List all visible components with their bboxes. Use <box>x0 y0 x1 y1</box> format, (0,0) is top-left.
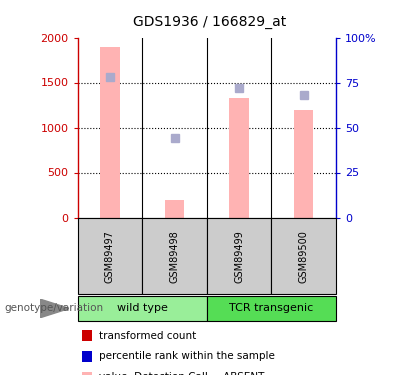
Text: GSM89499: GSM89499 <box>234 230 244 283</box>
Polygon shape <box>40 299 69 318</box>
Text: GDS1936 / 166829_at: GDS1936 / 166829_at <box>134 15 286 29</box>
Bar <box>294 110 313 218</box>
Bar <box>229 98 249 218</box>
Text: percentile rank within the sample: percentile rank within the sample <box>99 351 275 361</box>
Text: TCR transgenic: TCR transgenic <box>229 303 314 313</box>
Text: wild type: wild type <box>117 303 168 313</box>
Bar <box>165 200 184 217</box>
Text: value, Detection Call = ABSENT: value, Detection Call = ABSENT <box>99 372 264 375</box>
Text: GSM89500: GSM89500 <box>299 230 309 283</box>
Text: GSM89498: GSM89498 <box>170 230 180 283</box>
Text: GSM89497: GSM89497 <box>105 230 115 283</box>
Bar <box>100 46 120 217</box>
Text: genotype/variation: genotype/variation <box>4 303 103 313</box>
Text: transformed count: transformed count <box>99 331 196 340</box>
